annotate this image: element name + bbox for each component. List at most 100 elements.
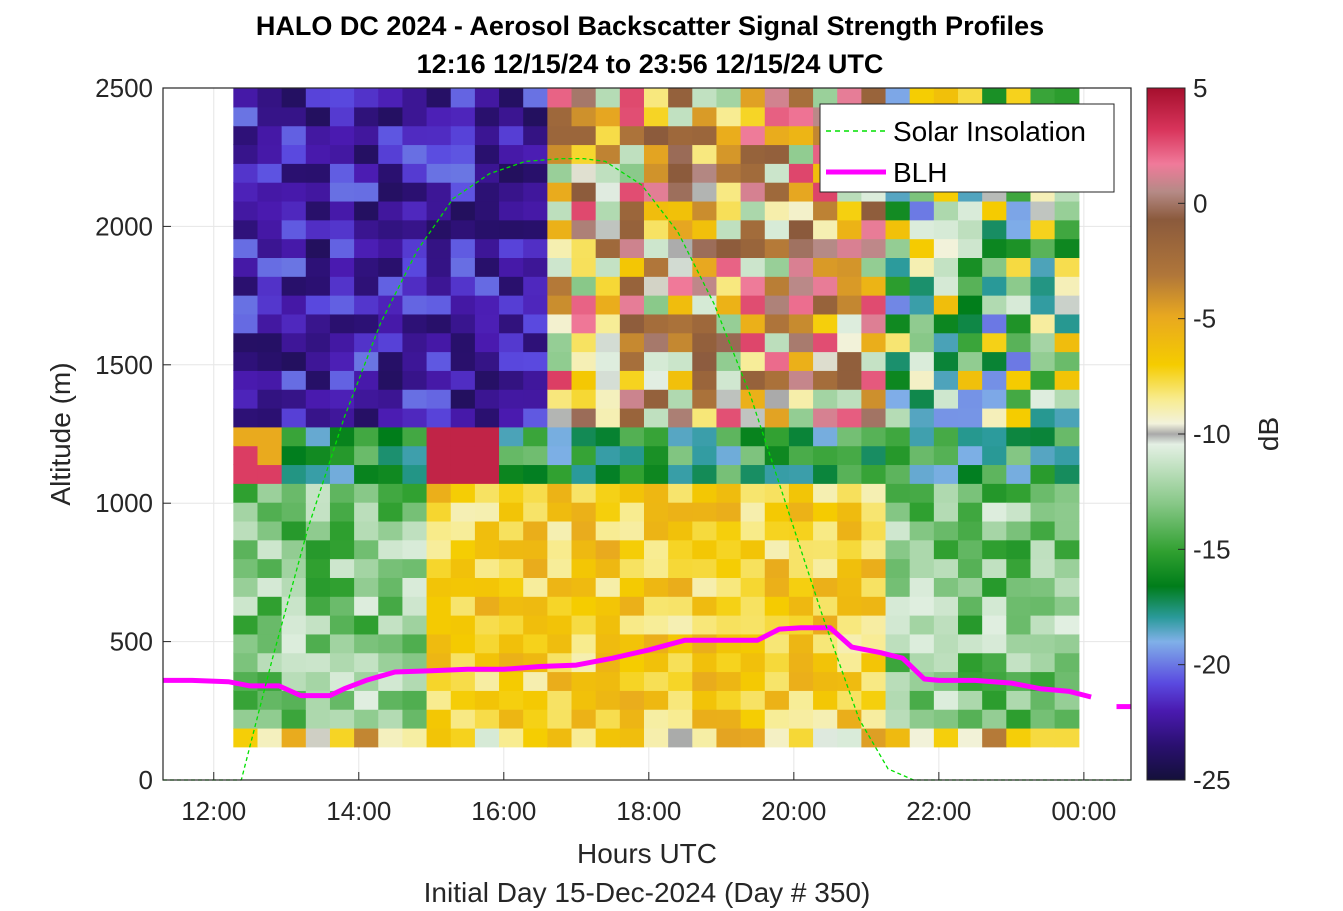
heatmap-cell (354, 106, 379, 127)
heatmap-cell (933, 709, 959, 729)
heatmap-cell (523, 238, 548, 259)
heatmap-cell (354, 313, 379, 334)
heatmap-cell (1006, 577, 1032, 597)
heatmap-cell (764, 464, 790, 484)
heatmap-cell (837, 727, 862, 748)
heatmap-cell (740, 407, 766, 428)
heatmap-cell (426, 219, 452, 240)
heatmap-cell (933, 690, 959, 710)
heatmap-cell (354, 615, 379, 635)
heatmap-cell (547, 483, 573, 503)
heatmap-cell (619, 407, 645, 428)
heatmap-cell (837, 389, 862, 409)
heatmap-cell (257, 652, 283, 673)
heatmap-cell (1054, 558, 1080, 578)
heatmap-cell (257, 370, 283, 390)
heatmap-cell (547, 257, 573, 277)
heatmap-cell (571, 539, 597, 560)
x-tick-label-5: 22:00 (906, 796, 971, 826)
heatmap-cell (909, 652, 935, 673)
heatmap-cell (668, 257, 693, 277)
heatmap-cell (474, 163, 500, 183)
heatmap-cell (305, 709, 331, 729)
heatmap-cell (933, 520, 959, 541)
heatmap-cell (788, 596, 814, 616)
heatmap-cell (933, 539, 959, 560)
heatmap-cell (909, 690, 935, 710)
heatmap-cell (1054, 332, 1080, 353)
heatmap-cell (958, 690, 983, 710)
heatmap-cell (1054, 539, 1080, 560)
heatmap-cell (668, 577, 693, 597)
heatmap-cell (547, 370, 573, 390)
heatmap-cell (813, 332, 838, 353)
heatmap-cell (257, 596, 283, 616)
heatmap-cell (233, 577, 259, 597)
heatmap-cell (764, 200, 790, 221)
heatmap-cell (571, 690, 597, 710)
heatmap-cell (474, 577, 500, 597)
heatmap-cell (523, 483, 548, 503)
heatmap-cell (499, 558, 524, 578)
heatmap-cell (233, 615, 259, 635)
heatmap-cell (281, 558, 307, 578)
heatmap-cell (740, 106, 766, 127)
heatmap-cell (1030, 238, 1056, 259)
heatmap-cell (474, 445, 500, 466)
y-tick-label-4: 2000 (95, 211, 153, 241)
heatmap-cell (933, 445, 959, 466)
heatmap-cell (354, 125, 379, 146)
heatmap-cell (861, 652, 887, 673)
heatmap-cell (643, 483, 669, 503)
heatmap-cell (547, 125, 573, 146)
heatmap-cell (716, 445, 742, 466)
heatmap-cell (523, 633, 548, 654)
heatmap-cell (643, 426, 669, 447)
heatmap-cell (426, 200, 452, 221)
heatmap-cell (716, 257, 742, 277)
heatmap-cell (837, 539, 862, 560)
heatmap-cell (740, 125, 766, 146)
heatmap-cell (1030, 200, 1056, 221)
heatmap-cell (257, 426, 283, 447)
heatmap-cell (909, 483, 935, 503)
heatmap-cell (958, 295, 983, 315)
heatmap-cell (547, 426, 573, 447)
heatmap-cell (813, 219, 838, 240)
heatmap-cell (813, 426, 838, 447)
heatmap-cell (692, 88, 718, 108)
heatmap-cell (305, 163, 331, 183)
heatmap-cell (619, 200, 645, 221)
heatmap-cell (426, 445, 452, 466)
heatmap-cell (909, 295, 935, 315)
heatmap-cell (257, 558, 283, 578)
heatmap-cell (982, 464, 1007, 484)
heatmap-cell (281, 276, 307, 296)
heatmap-cell (305, 539, 331, 560)
heatmap-cell (764, 238, 790, 259)
heatmap-cell (450, 88, 476, 108)
heatmap-cell (233, 727, 259, 748)
heatmap-cell (619, 633, 645, 654)
heatmap-cell (668, 219, 693, 240)
heatmap-cell (716, 426, 742, 447)
heatmap-cell (378, 125, 404, 146)
heatmap-cell (499, 106, 524, 127)
heatmap-cell (474, 502, 500, 522)
heatmap-cell (958, 276, 983, 296)
heatmap-cell (257, 502, 283, 522)
heatmap-cell (402, 502, 428, 522)
heatmap-cell (716, 88, 742, 108)
heatmap-cell (354, 182, 379, 202)
heatmap-cell (1054, 389, 1080, 409)
heatmap-cell (329, 295, 355, 315)
heatmap-cell (1006, 389, 1032, 409)
heatmap-cell (329, 727, 355, 748)
heatmap-cell (1054, 483, 1080, 503)
heatmap-cell (257, 295, 283, 315)
heatmap-cell (523, 332, 548, 353)
heatmap-cell (426, 464, 452, 484)
heatmap-cell (643, 596, 669, 616)
heatmap-cell (1054, 276, 1080, 296)
heatmap-cell (426, 389, 452, 409)
